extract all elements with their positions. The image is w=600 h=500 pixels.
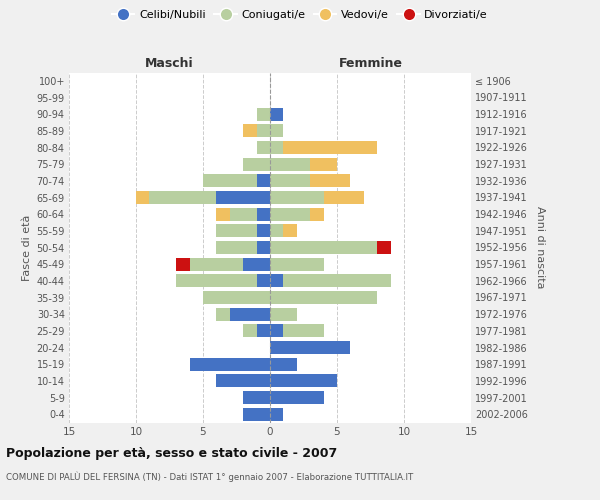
Bar [243,258,270,270]
Bar [377,241,391,254]
Bar [310,158,337,170]
Bar [230,308,270,320]
Bar [217,224,257,237]
Bar [190,358,270,370]
Bar [149,191,217,204]
Bar [203,174,257,188]
Bar [217,208,230,220]
Bar [257,174,270,188]
Bar [243,408,270,420]
Bar [270,391,323,404]
Bar [257,124,270,138]
Bar [257,324,270,338]
Text: Femmine: Femmine [338,57,403,70]
Bar [257,208,270,220]
Bar [270,141,283,154]
Bar [283,324,323,338]
Bar [270,324,283,338]
Bar [257,141,270,154]
Bar [203,291,270,304]
Bar [136,191,149,204]
Y-axis label: Fasce di età: Fasce di età [22,214,32,280]
Bar [257,224,270,237]
Bar [243,324,257,338]
Bar [243,391,270,404]
Text: Popolazione per età, sesso e stato civile - 2007: Popolazione per età, sesso e stato civil… [6,448,337,460]
Bar [217,374,270,388]
Bar [243,158,270,170]
Bar [283,141,377,154]
Bar [270,208,310,220]
Bar [257,108,270,120]
Bar [310,208,323,220]
Bar [270,291,377,304]
Bar [190,258,243,270]
Bar [270,191,323,204]
Bar [257,241,270,254]
Bar [283,274,391,287]
Bar [270,241,377,254]
Bar [217,308,230,320]
Bar [176,274,257,287]
Bar [323,191,364,204]
Bar [217,241,257,254]
Bar [270,124,283,138]
Bar [270,408,283,420]
Bar [283,224,297,237]
Bar [310,174,350,188]
Bar [270,224,283,237]
Bar [270,341,350,354]
Bar [270,308,297,320]
Bar [270,274,283,287]
Bar [217,191,270,204]
Bar [270,158,310,170]
Bar [257,274,270,287]
Bar [243,124,257,138]
Bar [270,174,310,188]
Text: COMUNE DI PALÙ DEL FERSINA (TN) - Dati ISTAT 1° gennaio 2007 - Elaborazione TUTT: COMUNE DI PALÙ DEL FERSINA (TN) - Dati I… [6,471,413,482]
Y-axis label: Anni di nascita: Anni di nascita [535,206,545,288]
Bar [270,108,283,120]
Bar [230,208,257,220]
Bar [270,374,337,388]
Legend: Celibi/Nubili, Coniugati/e, Vedovi/e, Divorziati/e: Celibi/Nubili, Coniugati/e, Vedovi/e, Di… [108,6,492,25]
Bar [176,258,190,270]
Bar [270,258,323,270]
Bar [270,358,297,370]
Text: Maschi: Maschi [145,57,194,70]
